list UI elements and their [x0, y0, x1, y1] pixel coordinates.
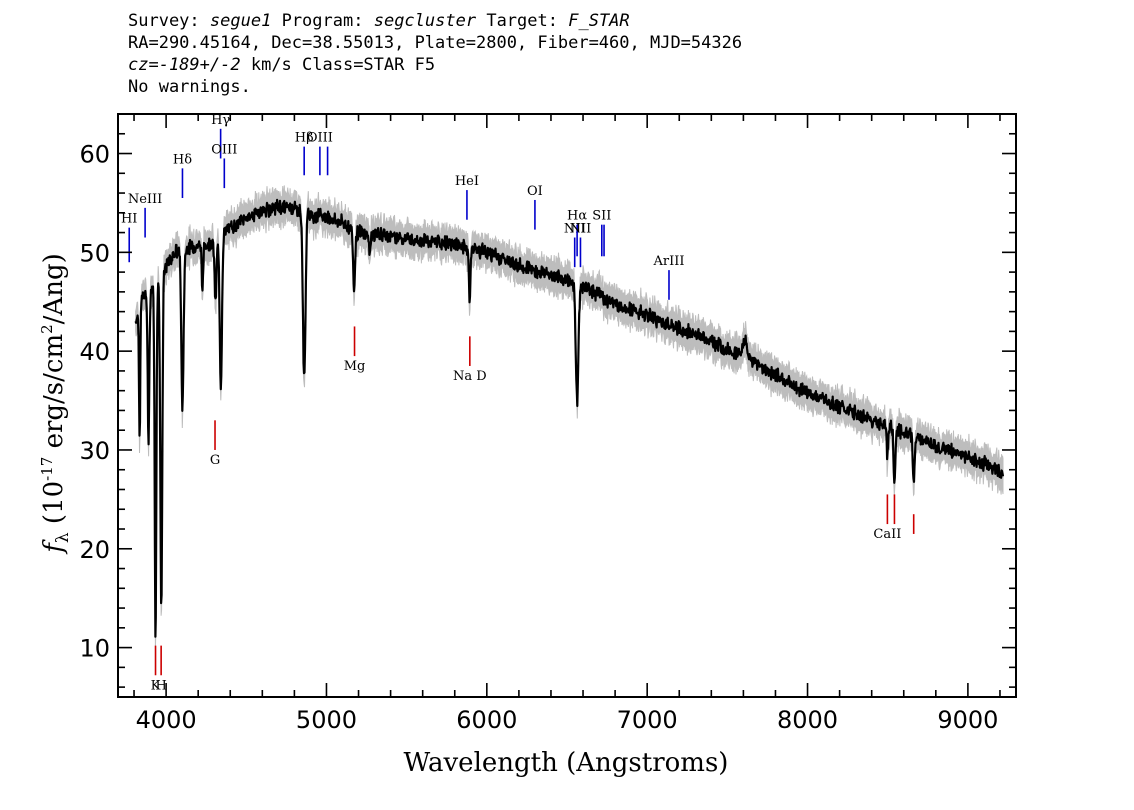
program-label: Program:: [281, 11, 364, 31]
x-tick-label: 4000: [136, 706, 197, 734]
class-text: km/s Class=STAR F5: [250, 55, 436, 75]
spectral-lines-layer: HINeIIIHδHγOIIIHβOIIIHeIOINIIHαNIISIIArI…: [121, 113, 915, 693]
program-value: segcluster: [373, 11, 477, 31]
emission-line-label: NII: [564, 222, 586, 237]
cz-value: cz=-189+/-2: [128, 55, 241, 75]
emission-line-label: SII: [592, 209, 611, 224]
spectrum-header: Survey: segue1 Program: segcluster Targe…: [128, 10, 742, 98]
y-tick-label: 60: [79, 141, 110, 169]
x-tick-label: 5000: [296, 706, 357, 734]
header-line-redshift: cz=-189+/-2 km/s Class=STAR F5: [128, 54, 742, 76]
emission-line-label: HeI: [455, 174, 479, 189]
emission-line-label: Hα: [567, 209, 587, 224]
emission-line-label: OIII: [211, 142, 237, 157]
survey-label: Survey:: [128, 11, 200, 31]
y-axis-title: fλ (10-17 erg/s/cm2/Ang): [38, 253, 73, 555]
target-value: F_STAR: [568, 11, 630, 31]
x-tick-label: 8000: [777, 706, 838, 734]
survey-value: segue1: [209, 11, 272, 31]
header-line-survey: Survey: segue1 Program: segcluster Targe…: [128, 10, 742, 32]
emission-line-label: OIII: [307, 131, 333, 146]
absorption-line-label: G: [210, 453, 220, 468]
flux-series-line: [134, 198, 1005, 638]
absorption-line-label: H: [155, 678, 166, 693]
absorption-line-label: Na D: [453, 369, 487, 384]
absorption-line-label: CaII: [873, 527, 901, 542]
emission-line-label: Hδ: [173, 152, 192, 167]
error-band: [135, 185, 1004, 649]
target-label: Target:: [486, 11, 558, 31]
x-tick-label: 6000: [456, 706, 517, 734]
plot-frame: [117, 113, 1017, 698]
emission-line-label: NeIII: [128, 192, 162, 207]
y-tick-label: 10: [79, 635, 110, 663]
y-tick-label: 20: [79, 536, 110, 564]
emission-line-label: HI: [121, 212, 137, 227]
emission-line-label: Hγ: [211, 113, 230, 128]
header-line-coordinates: RA=290.45164, Dec=38.55013, Plate=2800, …: [128, 33, 743, 53]
emission-line-label: ArIII: [652, 254, 684, 269]
flux-layer: [134, 198, 1005, 638]
axes-layer: 4000 5000 6000 7000 8000 9000 10 20 30 40 50 60: [79, 113, 1017, 734]
absorption-line-label: K: [151, 678, 161, 693]
y-tick-label: 30: [79, 437, 110, 465]
emission-line-label: OI: [527, 184, 543, 199]
y-tick-label: 50: [79, 239, 110, 267]
emission-line-label: Hβ: [295, 131, 314, 146]
y-tick-label: 40: [79, 338, 110, 366]
emission-line-label: NII: [570, 222, 592, 237]
x-tick-label: 7000: [617, 706, 678, 734]
x-axis-title: Wavelength (Angstroms): [404, 748, 729, 778]
x-tick-label: 9000: [937, 706, 998, 734]
header-line-warnings: No warnings.: [128, 77, 251, 97]
absorption-line-label: Mg: [344, 359, 366, 374]
error-band-layer: [135, 185, 1004, 649]
